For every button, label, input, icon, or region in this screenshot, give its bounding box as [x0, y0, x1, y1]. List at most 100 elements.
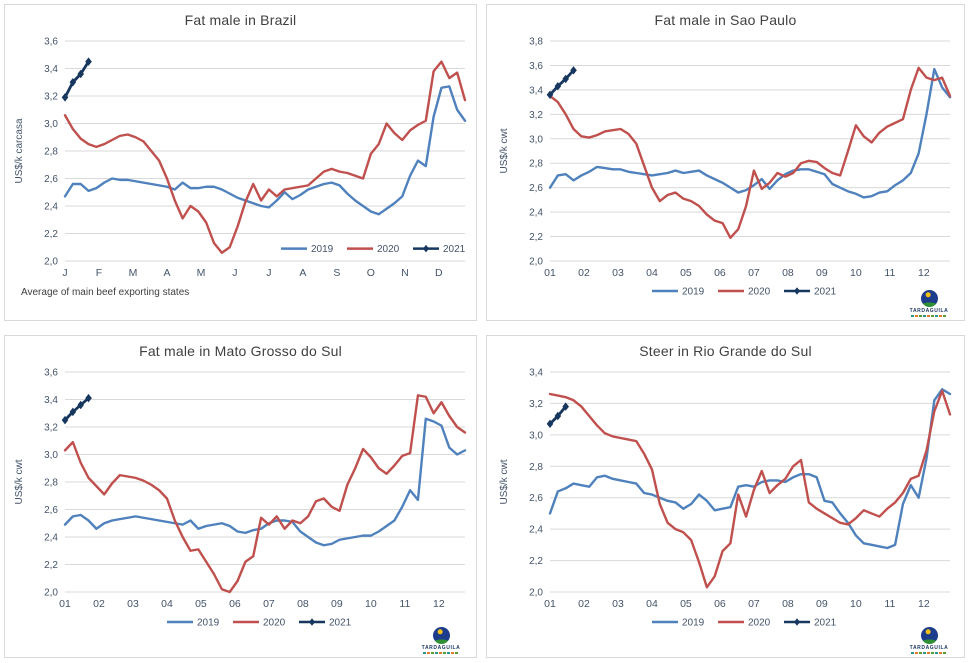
chart-title: Fat male in Brazil	[184, 12, 297, 28]
y-axis-tick-labels: 2,0 2,2 2,4 2,6 2,8 3,0 3,2 3,4	[529, 368, 543, 599]
tardaguila-logo-text: TARDAGUILA	[909, 308, 949, 314]
chart-title: Steer in Rio Grande do Sul	[639, 343, 812, 359]
x-tick-label: 01	[544, 267, 556, 279]
legend: 2019 2020 2021	[651, 618, 836, 629]
legend-label: 2020	[748, 618, 771, 629]
series-line-2021	[548, 68, 575, 97]
series-line-2020	[63, 60, 466, 254]
tardaguila-logo-icon	[920, 627, 938, 644]
y-tick-label: 3,0	[529, 134, 543, 145]
legend-item-2019: 2019	[166, 618, 220, 629]
series-line-2020	[548, 389, 951, 589]
y-axis-title: US$/k cwt	[14, 459, 25, 504]
x-tick-label: 06	[714, 598, 726, 610]
x-tick-label: 03	[612, 267, 624, 279]
x-tick-label: 11	[884, 267, 895, 279]
legend-label: 2020	[263, 618, 286, 629]
y-tick-label: 2,0	[44, 588, 58, 599]
x-tick-label: J	[232, 267, 237, 279]
x-tick-label: 09	[816, 267, 828, 279]
chart-panel-sao-paulo: Fat male in Sao Paulo 2,0 2,2 2,4 2,6 2,8 3,0…	[486, 4, 965, 321]
x-tick-label: 07	[748, 598, 760, 610]
y-tick-label: 2,6	[44, 174, 58, 185]
series-markers-2021	[546, 402, 569, 429]
y-tick-label: 2,6	[529, 493, 543, 504]
series-line-2019	[548, 388, 951, 550]
x-tick-label: 05	[680, 267, 692, 279]
series-markers-2021	[61, 393, 92, 425]
y-tick-label: 3,4	[529, 368, 543, 379]
legend-label: 2019	[682, 287, 705, 298]
y-tick-label: 3,6	[44, 37, 58, 48]
legend-item-2020: 2020	[232, 618, 286, 629]
series-line-2019	[63, 417, 466, 547]
y-tick-label: 2,4	[529, 208, 543, 219]
series-line-2019	[63, 85, 466, 216]
y-tick-label: 3,4	[44, 395, 58, 406]
series-line-2020	[548, 66, 951, 239]
y-tick-label: 2,2	[44, 560, 58, 571]
series-line-2020	[63, 394, 466, 594]
x-tick-label: 11	[399, 598, 410, 610]
x-axis-tick-labels: 01 02 03 04 05 06 07 08 09 10 11 12	[544, 267, 930, 279]
y-tick-label: 2,8	[529, 159, 543, 170]
x-tick-label: 05	[680, 598, 692, 610]
x-tick-label: 12	[433, 598, 445, 610]
legend-item-2020: 2020	[717, 287, 770, 298]
legend-label: 2021	[329, 618, 352, 629]
y-axis-title: US$/k cwt	[499, 459, 510, 504]
tardaguila-logo-subtext	[911, 315, 947, 317]
legend-item-2020: 2020	[717, 618, 771, 629]
x-tick-label: 06	[714, 267, 726, 279]
x-tick-label: M	[196, 267, 205, 279]
legend-marker-diamond	[308, 618, 315, 626]
y-axis-title: US$/k carcasa	[14, 118, 25, 183]
legend: 2019 2020 2021	[280, 244, 466, 255]
x-tick-label: J	[62, 267, 67, 279]
x-tick-label: 12	[918, 267, 930, 279]
legend-label: 2021	[443, 244, 466, 255]
y-tick-label: 3,6	[44, 368, 58, 379]
x-tick-label: 10	[850, 598, 862, 610]
tardaguila-logo: TARDAGUILA	[418, 627, 464, 654]
x-tick-label: 09	[816, 598, 828, 610]
x-tick-label: 01	[544, 598, 556, 610]
legend-item-2019: 2019	[651, 618, 705, 629]
tardaguila-logo-icon	[432, 627, 450, 644]
x-tick-label: 07	[263, 598, 275, 610]
y-tick-label: 2,4	[44, 533, 58, 544]
y-axis-tick-labels: 2,0 2,2 2,4 2,6 2,8 3,0 3,2 3,4 3,6	[44, 368, 58, 599]
legend-marker-diamond	[793, 618, 800, 626]
x-tick-label: 08	[297, 598, 309, 610]
chart-panel-mato-grosso-do-sul: Fat male in Mato Grosso do Sul 2,0 2,2 2,4…	[4, 335, 477, 658]
legend-label: 2021	[814, 287, 837, 298]
y-tick-label: 3,8	[529, 37, 543, 48]
x-axis-tick-labels: 01 02 03 04 05 06 07 08 09 10 11 12	[59, 598, 445, 610]
x-tick-label: 07	[748, 267, 760, 279]
y-tick-label: 2,6	[529, 183, 543, 194]
x-tick-label: O	[366, 267, 374, 279]
x-tick-label: 06	[229, 598, 241, 610]
x-axis-tick-labels: 01 02 03 04 05 06 07 08 09 10 11 12	[544, 598, 930, 610]
gridlines	[549, 40, 950, 262]
x-tick-label: 10	[365, 598, 377, 610]
legend-item-2021: 2021	[783, 618, 836, 629]
x-tick-label: 09	[331, 598, 343, 610]
tardaguila-logo: TARDAGUILA	[906, 627, 952, 654]
legend-label: 2019	[197, 618, 220, 629]
y-tick-label: 2,2	[529, 232, 543, 243]
y-tick-label: 3,2	[44, 423, 58, 434]
y-tick-label: 3,0	[44, 119, 58, 130]
y-tick-label: 3,2	[44, 92, 58, 103]
legend-item-2020: 2020	[346, 244, 399, 255]
x-tick-label: 02	[578, 598, 590, 610]
legend-label: 2019	[682, 618, 705, 629]
x-tick-label: 03	[612, 598, 624, 610]
y-tick-label: 2,2	[44, 229, 58, 240]
y-tick-label: 2,4	[529, 525, 543, 536]
y-tick-label: 2,8	[44, 147, 58, 158]
tardaguila-logo: TARDAGUILA	[906, 290, 952, 317]
